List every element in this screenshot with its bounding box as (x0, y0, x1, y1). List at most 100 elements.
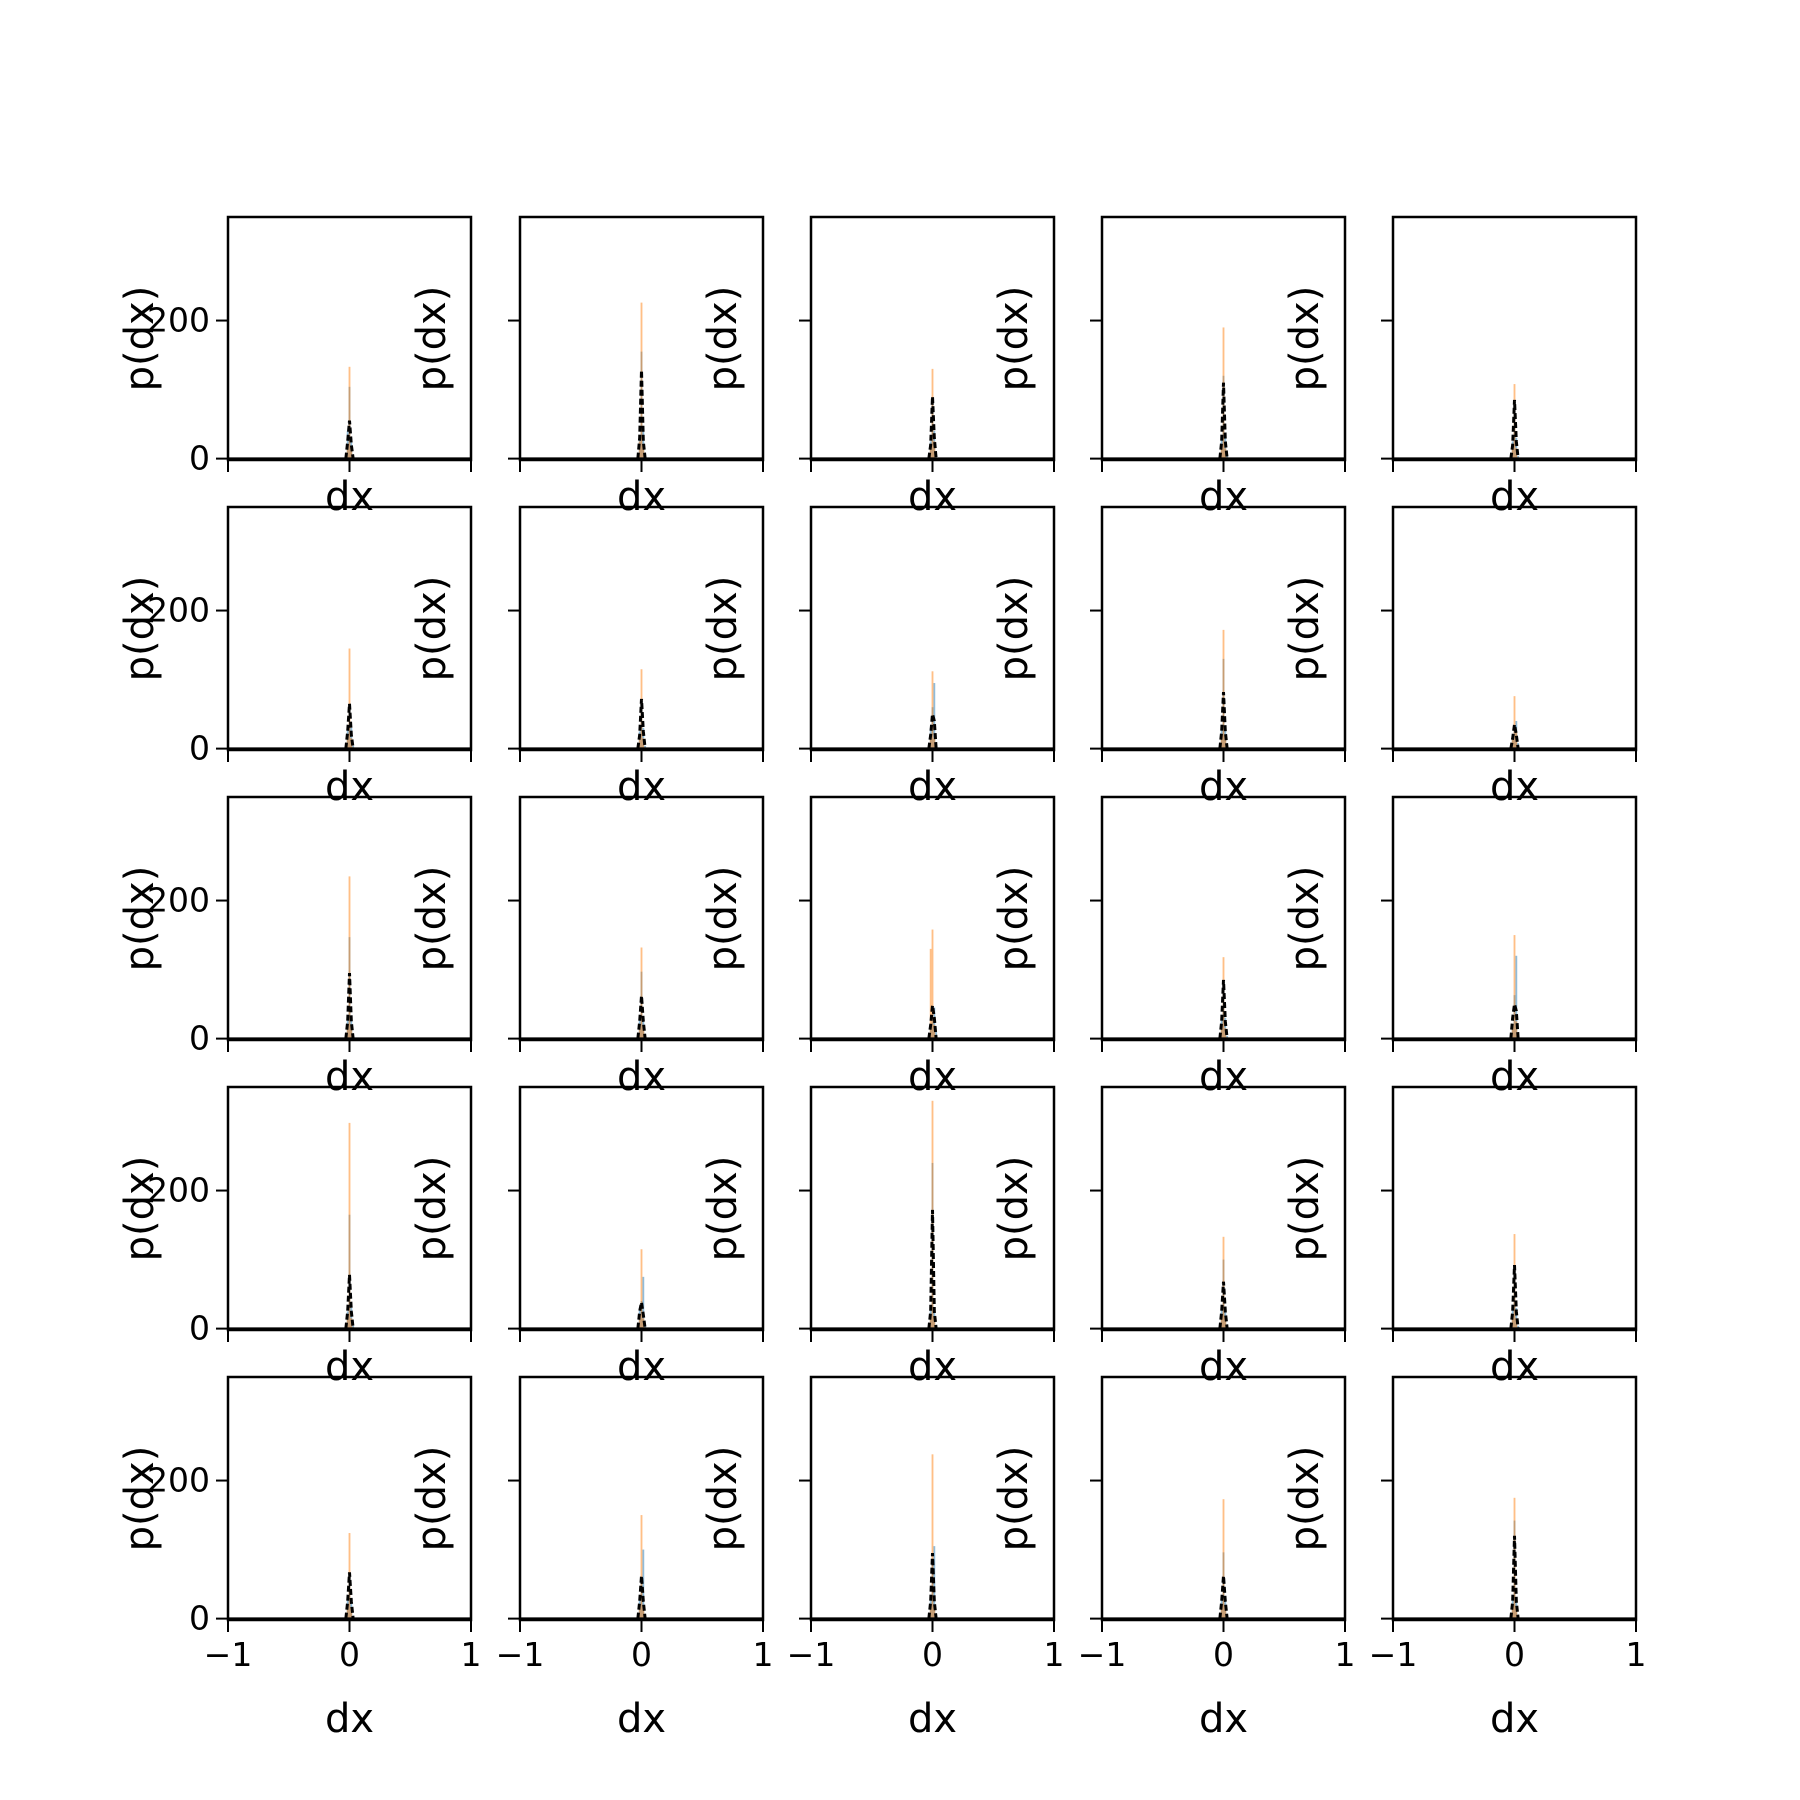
x-axis-label: dx (325, 1054, 374, 1100)
x-tick-label: 1 (1335, 1635, 1356, 1674)
x-axis-label: dx (325, 764, 374, 810)
reference-curve (344, 703, 355, 749)
hist-a-bar (642, 1276, 645, 1329)
x-axis-label: dx (1199, 1344, 1248, 1390)
y-tick-label: 200 (147, 301, 210, 340)
reference-curve (636, 995, 647, 1039)
hist-b-bar (348, 876, 351, 1039)
y-axis-label: p(dx) (700, 1446, 746, 1552)
x-tick-label: −1 (1078, 1635, 1127, 1674)
y-tick-label: 0 (189, 439, 210, 478)
x-tick-label: 1 (753, 1635, 774, 1674)
panel-r4-c2: −1 0 1 dx p(dx) (700, 1375, 1065, 1742)
hist-b-bar (348, 648, 351, 749)
y-axis-label: p(dx) (117, 286, 163, 392)
x-axis-label: dx (908, 1054, 957, 1100)
hist-b-bar (929, 1604, 932, 1619)
hist-b-bar (346, 1604, 349, 1619)
x-tick-label: −1 (1369, 1635, 1418, 1674)
panel-r1-c1: dx p(dx) (409, 505, 765, 810)
y-axis-label: p(dx) (117, 1446, 163, 1552)
hist-a-bar (642, 427, 645, 459)
hist-b-bar (931, 1454, 934, 1619)
reference-curve (927, 1005, 938, 1039)
panel-r0-c1: dx p(dx) (409, 215, 765, 520)
hist-b-bar (346, 1024, 349, 1039)
y-axis-label: p(dx) (409, 576, 455, 682)
hist-b-bar (1224, 1608, 1227, 1619)
hist-b-bar (346, 1314, 349, 1329)
reference-curve (927, 713, 938, 749)
reference-curve (1218, 1281, 1229, 1329)
panel-r1-c4: dx p(dx) (1282, 505, 1638, 810)
y-axis-label: p(dx) (409, 866, 455, 972)
x-axis-label: dx (908, 1344, 957, 1390)
y-axis-label: p(dx) (409, 1156, 455, 1262)
x-axis-label: dx (908, 764, 957, 810)
hist-b-bar (348, 366, 351, 459)
y-tick-label: 0 (189, 1599, 210, 1638)
y-axis-label: p(dx) (117, 866, 163, 972)
hist-b-bar (642, 444, 645, 459)
hist-a-bar (1517, 455, 1520, 459)
y-tick-label: 200 (147, 1171, 210, 1210)
hist-b-bar (1511, 1604, 1514, 1619)
hist-b-bar (638, 734, 641, 749)
hist-b-bar (1220, 1604, 1223, 1619)
panel-r3-c3: dx p(dx) (991, 1085, 1347, 1390)
hist-b-bar (1220, 1024, 1223, 1039)
y-axis-label: p(dx) (409, 1446, 455, 1552)
x-axis-label: dx (1490, 1054, 1539, 1100)
reference-curve (1218, 979, 1229, 1039)
panel-r4-c1: −1 0 1 dx p(dx) (409, 1375, 774, 1742)
x-axis-label: dx (617, 474, 666, 520)
reference-curve (636, 698, 647, 749)
hist-b-bar (929, 1314, 932, 1329)
hist-b-bar (931, 929, 934, 1039)
hist-b-bar (346, 444, 349, 459)
y-axis-label: p(dx) (117, 1156, 163, 1262)
hist-b-bar (638, 441, 641, 459)
x-tick-label: 0 (631, 1635, 652, 1674)
hist-b-bar (933, 441, 936, 459)
x-axis-label: dx (617, 1344, 666, 1390)
y-axis-label: p(dx) (1282, 1156, 1328, 1262)
hist-b-bar (1513, 1497, 1516, 1619)
reference-curve (1509, 1535, 1520, 1619)
panel-r3-c2: dx p(dx) (700, 1085, 1056, 1390)
panel-r4-c3: −1 0 1 dx p(dx) (991, 1375, 1356, 1742)
y-tick-label: 200 (147, 881, 210, 920)
hist-b-bar (638, 1314, 641, 1329)
hist-b-bar (350, 448, 353, 459)
x-tick-label: −1 (787, 1635, 836, 1674)
reference-curve (1218, 691, 1229, 749)
hist-b-bar (642, 1608, 645, 1619)
y-tick-label: 0 (189, 729, 210, 768)
hist-b-bar (346, 734, 349, 749)
x-axis-label: dx (1490, 764, 1539, 810)
y-axis-label: p(dx) (991, 866, 1037, 972)
hist-b-bar (638, 1604, 641, 1619)
x-tick-label: −1 (204, 1635, 253, 1674)
x-axis-label: dx (617, 1696, 666, 1742)
hist-b-bar (1515, 1608, 1518, 1619)
reference-curve (636, 1575, 647, 1619)
hist-b-bar (1220, 1314, 1223, 1329)
reference-curve (1218, 382, 1229, 459)
hist-b-bar (640, 947, 643, 1039)
y-axis-label: p(dx) (991, 576, 1037, 682)
x-tick-label: −1 (496, 1635, 545, 1674)
panel-r3-c0: 0 200 dx p(dx) (117, 1085, 473, 1390)
hist-b-bar (640, 1515, 643, 1619)
y-axis-label: p(dx) (409, 286, 455, 392)
hist-b-bar (640, 302, 643, 459)
panel-r2-c0: 0 200 dx p(dx) (117, 795, 473, 1100)
x-axis-label: dx (908, 1696, 957, 1742)
y-tick-label: 200 (147, 591, 210, 630)
panel-r2-c3: dx p(dx) (991, 795, 1347, 1100)
x-axis-label: dx (908, 474, 957, 520)
reference-curve (927, 1552, 938, 1619)
hist-a-bar (644, 1325, 647, 1329)
y-axis-label: p(dx) (700, 286, 746, 392)
